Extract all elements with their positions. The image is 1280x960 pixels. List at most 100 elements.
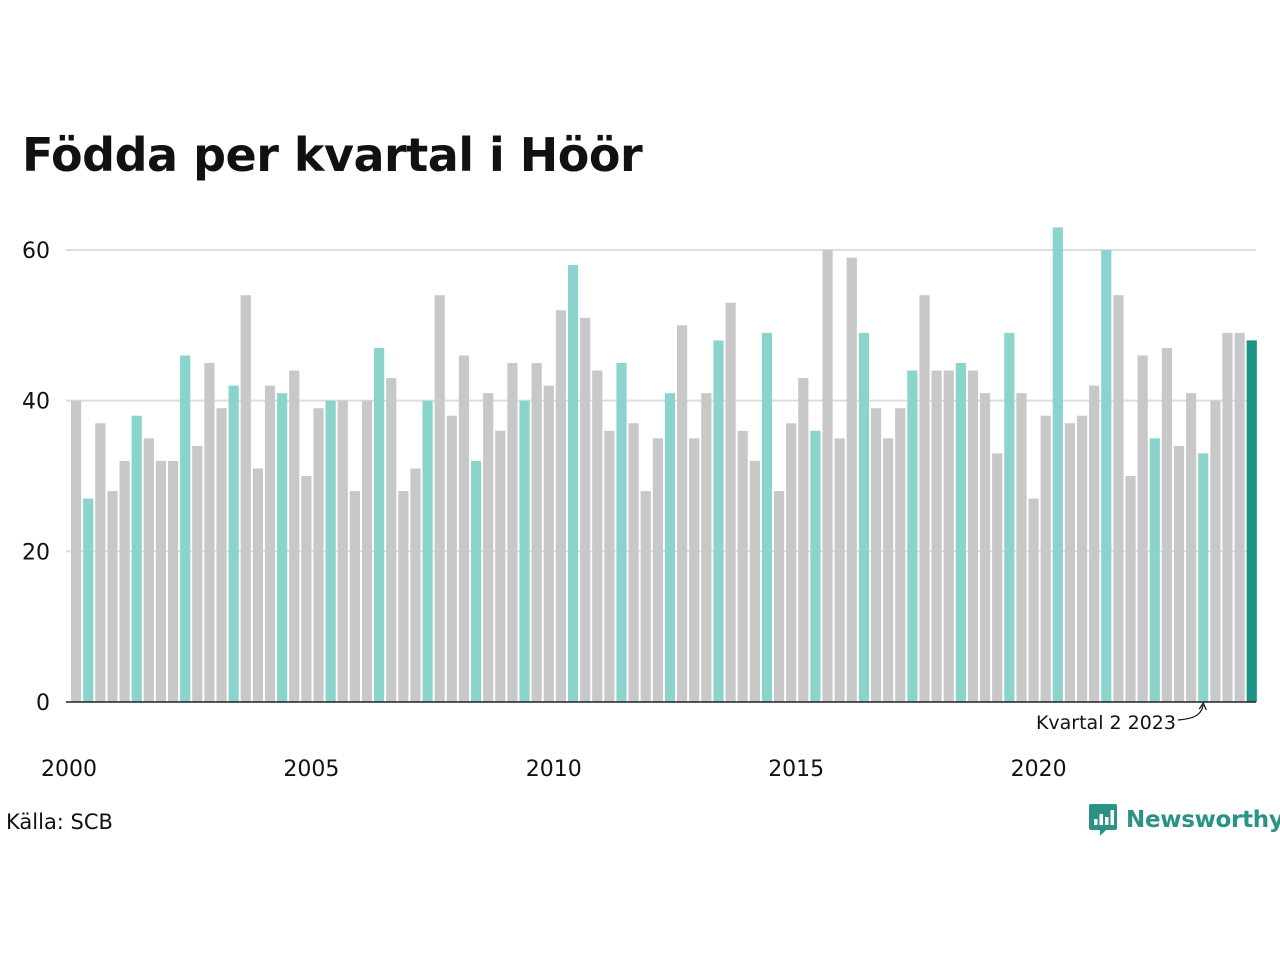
bar [652, 438, 663, 702]
bar [846, 257, 857, 702]
bar [410, 468, 421, 702]
bar [1125, 476, 1136, 702]
bar [1040, 415, 1051, 702]
bar [567, 265, 579, 702]
bar [543, 385, 554, 702]
bar [1004, 332, 1015, 702]
bar [1246, 340, 1257, 702]
bar [107, 491, 118, 702]
y-tick-label: 0 [36, 691, 50, 716]
bar [1113, 295, 1124, 702]
bar [531, 363, 542, 702]
annotation-layer: Kvartal 2 2023 [1036, 701, 1207, 734]
bar [446, 415, 457, 702]
x-tick-label: 2015 [768, 757, 824, 782]
bar [192, 445, 203, 702]
bar [664, 393, 676, 702]
bar [907, 370, 918, 702]
chart-title: Födda per kvartal i Höör [22, 128, 643, 182]
bar [810, 430, 821, 702]
annotation-label: Kvartal 2 2023 [1036, 712, 1176, 734]
bar [289, 370, 300, 702]
bar [955, 363, 966, 702]
newsworthy-logo-icon [1089, 804, 1117, 836]
bar [701, 393, 712, 702]
bar [858, 332, 869, 702]
x-tick-label: 2020 [1011, 757, 1067, 782]
bar [374, 347, 385, 702]
bar [992, 453, 1003, 702]
bar [592, 370, 603, 702]
bar [470, 460, 482, 702]
bar [786, 423, 797, 702]
bar [495, 430, 506, 702]
bar [1137, 355, 1148, 702]
newsworthy-logo[interactable]: Newsworthy [1088, 802, 1280, 838]
bar [264, 385, 276, 702]
bar [640, 491, 651, 702]
bar [1064, 423, 1076, 702]
bar [349, 491, 360, 702]
bar [1101, 250, 1112, 702]
bar [616, 363, 627, 702]
bar-layer [71, 227, 1257, 702]
bar [1198, 453, 1209, 702]
bar [1052, 227, 1063, 702]
bar [895, 408, 906, 702]
bar [313, 408, 324, 702]
bar [749, 460, 760, 702]
bar [1161, 347, 1172, 702]
axis-layer: 0 20 40 60 2000 2005 2010 2015 2020 [22, 239, 1256, 782]
bar [301, 476, 312, 702]
bar [240, 295, 251, 702]
bar [725, 302, 736, 702]
bar [325, 400, 336, 702]
bar [677, 325, 688, 702]
bar [95, 423, 106, 702]
bar [386, 378, 397, 702]
bar [228, 385, 239, 702]
bar [1186, 393, 1197, 702]
bar [980, 393, 991, 702]
annotation-arrow [1177, 704, 1204, 721]
bar [131, 415, 142, 702]
x-tick-label: 2010 [526, 757, 582, 782]
brand-wordmark: Newsworthy [1126, 807, 1280, 833]
x-tick-label: 2000 [41, 757, 97, 782]
y-tick-label: 40 [22, 390, 50, 415]
bar [1210, 400, 1221, 702]
bar [604, 430, 615, 702]
bar [71, 400, 82, 702]
bar [943, 370, 954, 702]
bar [483, 393, 494, 702]
bar [1222, 332, 1233, 702]
bar [155, 460, 167, 702]
bar [458, 355, 470, 702]
bar [398, 491, 409, 702]
bar [1028, 498, 1039, 702]
bar [519, 400, 530, 702]
bar [277, 393, 288, 702]
bar [1234, 332, 1245, 702]
bar [1076, 415, 1088, 702]
bar [1089, 385, 1100, 702]
bar [761, 332, 773, 702]
bar [252, 468, 263, 702]
bar [216, 408, 227, 702]
bar [967, 370, 979, 702]
bar [689, 438, 700, 702]
bar [870, 408, 882, 702]
bar [434, 295, 445, 702]
x-tick-label: 2005 [283, 757, 339, 782]
bar [422, 400, 433, 702]
bar [361, 400, 373, 702]
bar [798, 378, 809, 702]
bar [628, 423, 639, 702]
bar [337, 400, 348, 702]
annotation-arrowhead [1198, 701, 1207, 711]
bar [83, 498, 94, 702]
bar [931, 370, 942, 702]
bar [737, 430, 748, 702]
bar [1173, 445, 1185, 702]
